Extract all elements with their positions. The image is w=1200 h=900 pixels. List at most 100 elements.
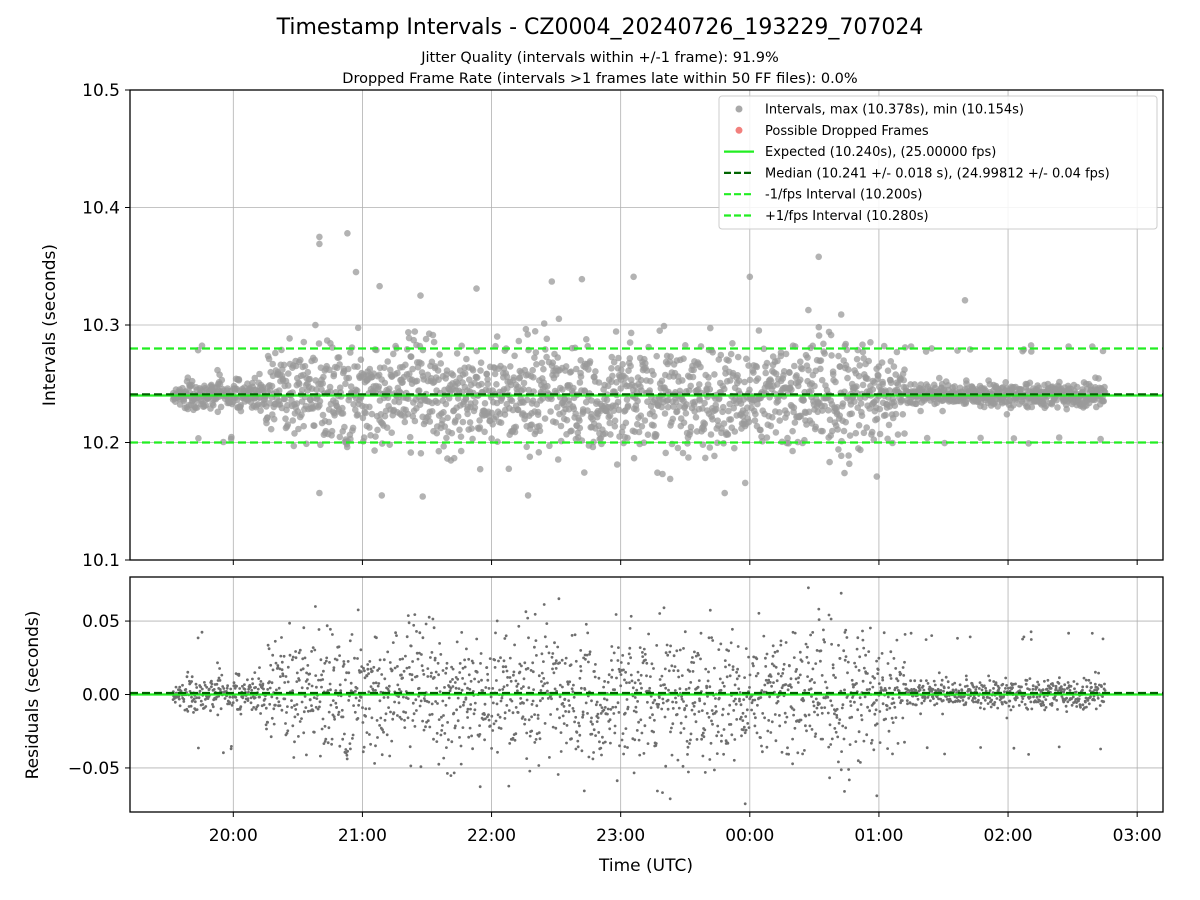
x-tick-label: 02:00: [984, 826, 1033, 846]
residual-point: [594, 663, 597, 666]
residual-point: [828, 723, 832, 727]
residual-point: [481, 689, 485, 692]
residual-point: [825, 686, 829, 690]
residual-point: [720, 739, 723, 743]
residual-point: [426, 675, 430, 678]
residual-point: [864, 653, 867, 657]
residual-point: [894, 716, 898, 719]
residual-point: [263, 697, 267, 701]
residual-point: [410, 673, 414, 677]
residual-point: [608, 727, 612, 731]
interval-point: [750, 369, 757, 376]
interval-point: [651, 412, 658, 420]
interval-point: [726, 377, 734, 384]
residual-point: [754, 716, 757, 720]
residual-point: [506, 676, 509, 679]
residual-point: [438, 690, 442, 693]
interval-point: [567, 368, 575, 376]
residual-point: [691, 670, 695, 673]
residual-point: [940, 678, 944, 682]
residual-point: [814, 697, 818, 701]
residual-point: [979, 746, 982, 749]
interval-point: [825, 407, 832, 414]
residual-point: [450, 665, 453, 669]
residual-point: [530, 729, 534, 733]
interval-point: [789, 447, 796, 455]
interval-point: [790, 404, 798, 412]
residual-point: [233, 686, 237, 690]
residual-point: [254, 707, 258, 711]
residual-point: [587, 660, 590, 664]
residual-point: [271, 653, 275, 657]
residual-point: [809, 633, 812, 637]
residual-point: [682, 647, 685, 650]
residual-point: [901, 666, 905, 669]
residual-point: [918, 688, 922, 692]
residual-point: [826, 695, 830, 699]
residual-point: [664, 651, 668, 655]
interval-point: [667, 353, 674, 360]
residual-point: [480, 678, 483, 682]
interval-point: [911, 381, 918, 388]
residual-point: [291, 689, 294, 693]
residual-point: [283, 681, 287, 684]
residual-point: [455, 708, 458, 712]
interval-point: [868, 428, 876, 436]
residual-point: [660, 674, 664, 678]
residual-point: [602, 685, 605, 689]
residual-point: [834, 730, 838, 734]
interval-point: [477, 367, 484, 374]
residual-point: [953, 695, 957, 699]
residual-point: [822, 628, 825, 632]
interval-point: [661, 410, 669, 417]
residual-point: [518, 662, 522, 666]
interval-point: [195, 435, 202, 442]
residual-point: [512, 673, 515, 677]
residual-point: [231, 701, 235, 705]
residual-point: [185, 675, 189, 679]
residual-point: [716, 730, 720, 734]
residual-point: [302, 626, 306, 630]
residual-point: [241, 684, 244, 688]
residual-point: [391, 717, 395, 721]
residual-point: [342, 662, 346, 666]
residual-point: [607, 673, 611, 677]
interval-point: [489, 421, 497, 428]
residual-point: [835, 707, 839, 711]
residual-point: [415, 651, 419, 655]
interval-point: [818, 376, 826, 384]
residual-point: [270, 716, 274, 720]
residual-point: [230, 703, 234, 707]
residual-point: [212, 688, 216, 691]
residual-point: [455, 640, 459, 644]
residual-point: [400, 717, 403, 721]
residual-point: [375, 636, 378, 640]
residual-point: [362, 745, 366, 749]
residual-point: [666, 707, 670, 711]
interval-point: [263, 419, 270, 427]
residual-point: [781, 672, 785, 675]
residual-point: [1096, 687, 1100, 691]
interval-point: [838, 452, 845, 460]
residual-point: [323, 740, 327, 743]
residual-point: [354, 696, 358, 700]
residual-point: [525, 757, 529, 760]
residual-point: [892, 701, 896, 705]
interval-point: [899, 397, 906, 404]
residual-point: [711, 722, 714, 726]
residual-point: [875, 698, 878, 702]
residual-point: [889, 677, 893, 680]
residual-point: [345, 757, 349, 761]
residual-point: [603, 680, 606, 683]
interval-point: [578, 275, 586, 283]
residual-point: [780, 750, 784, 754]
residual-point: [376, 669, 379, 672]
residual-point: [216, 661, 219, 665]
residual-point: [439, 733, 443, 737]
interval-point: [815, 332, 823, 339]
residual-point: [279, 675, 282, 678]
residual-point: [743, 802, 747, 806]
residual-point: [513, 643, 516, 647]
residual-point: [891, 752, 894, 756]
residual-point: [988, 696, 991, 700]
